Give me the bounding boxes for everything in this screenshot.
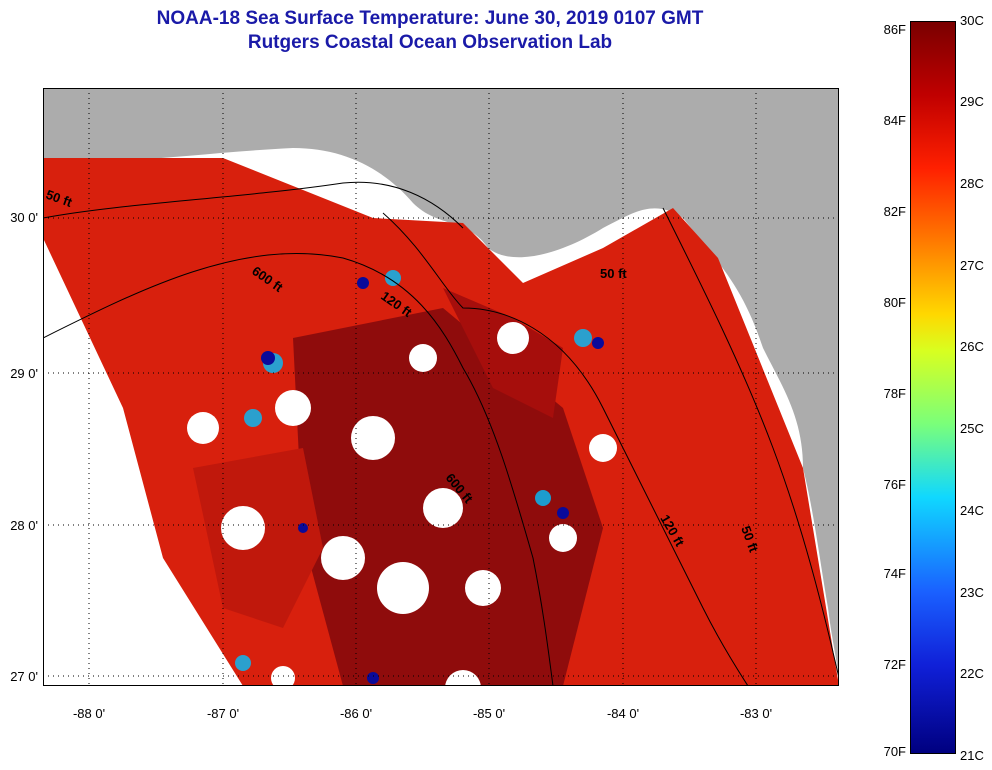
scale-label-f: 70F: [883, 744, 906, 759]
lon-label: -84 0': [606, 706, 640, 721]
scale-label-c: 25C: [960, 421, 984, 436]
lat-label: 30 0': [10, 210, 38, 225]
scale-label-f: 80F: [883, 295, 906, 310]
lat-label: 27 0': [10, 669, 38, 684]
lon-label: -88 0': [72, 706, 106, 721]
lon-label: -83 0': [739, 706, 773, 721]
contour-label: 50 ft: [600, 266, 627, 281]
scale-label-c: 29C: [960, 94, 984, 109]
map-frame: [43, 88, 839, 686]
scale-label-f: 84F: [883, 113, 906, 128]
scale-label-c: 27C: [960, 258, 984, 273]
scale-label-f: 86F: [883, 22, 906, 37]
scale-label-c: 28C: [960, 176, 984, 191]
scale-label-f: 74F: [883, 566, 906, 581]
lon-label: -86 0': [339, 706, 373, 721]
lat-label: 28 0': [10, 518, 38, 533]
scale-label-f: 76F: [883, 477, 906, 492]
lon-label: -87 0': [206, 706, 240, 721]
scale-label-c: 22C: [960, 666, 984, 681]
scale-label-c: 26C: [960, 339, 984, 354]
scale-label-f: 82F: [883, 204, 906, 219]
scale-label-c: 30C: [960, 13, 984, 28]
scale-label-f: 72F: [883, 657, 906, 672]
scale-label-c: 24C: [960, 503, 984, 518]
lat-label: 29 0': [10, 366, 38, 381]
map-subtitle: Rutgers Coastal Ocean Observation Lab: [247, 32, 613, 53]
scale-label-f: 78F: [883, 386, 906, 401]
color-scale-bar: [910, 21, 956, 754]
scale-label-c: 21C: [960, 748, 984, 763]
scale-label-c: 23C: [960, 585, 984, 600]
map-title: NOAA-18 Sea Surface Temperature: June 30…: [156, 8, 704, 29]
lon-label: -85 0': [472, 706, 506, 721]
bathymetry-contours: [43, 181, 839, 686]
sst-map: 50 ft 600 ft 120 ft 50 ft 600 ft 120 ft …: [43, 88, 839, 686]
